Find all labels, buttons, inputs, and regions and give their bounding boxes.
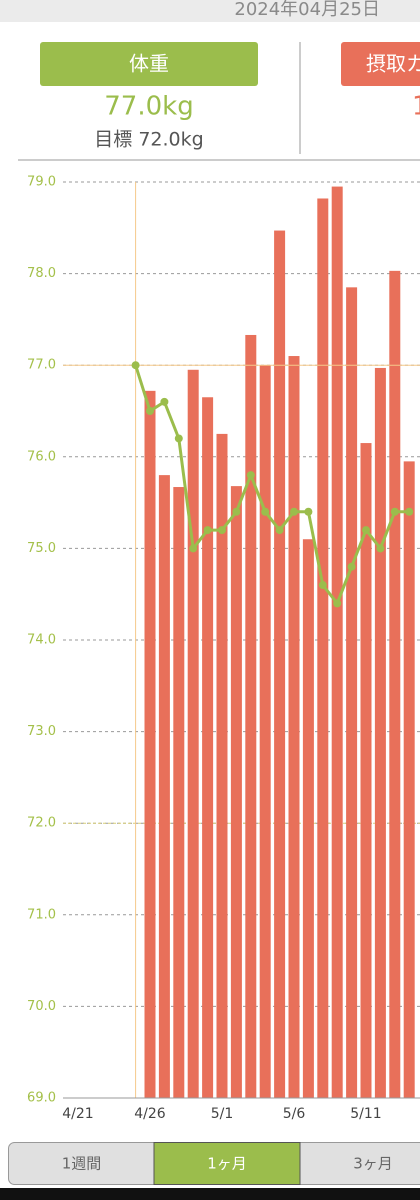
weight-point — [261, 507, 270, 516]
y-tick-label: 78.0 — [27, 266, 56, 281]
weight-point — [189, 544, 198, 553]
y-tick-label: 76.0 — [27, 449, 56, 464]
y-tick-label: 71.0 — [27, 907, 56, 922]
weight-point — [405, 507, 414, 516]
weight-point — [131, 361, 140, 370]
weight-point — [232, 507, 241, 516]
weight-point — [203, 526, 212, 535]
date: 2024年04月25日 — [234, 0, 380, 20]
bar — [173, 487, 185, 1098]
x-tick-label: 4/21 — [62, 1106, 93, 1122]
x-tick-label: 5/6 — [283, 1106, 306, 1122]
bar — [158, 475, 170, 1098]
intake-value: 1 — [412, 92, 420, 122]
weight-point — [390, 507, 399, 516]
bar — [374, 367, 386, 1098]
y-tick-label: 73.0 — [27, 724, 56, 739]
bar — [346, 287, 358, 1099]
weight-point — [246, 471, 255, 480]
weight-point — [218, 526, 226, 535]
weight-point — [376, 544, 385, 553]
top-bar — [0, 0, 420, 22]
bar — [274, 230, 286, 1099]
bar — [360, 443, 372, 1098]
weight-point — [333, 599, 342, 608]
weight-button[interactable] — [40, 42, 258, 86]
intake-button-label[interactable]: 摂取カ — [366, 52, 420, 76]
bar — [317, 198, 329, 1098]
y-tick-label: 72.0 — [27, 816, 56, 831]
y-tick-label: 70.0 — [27, 999, 56, 1014]
bar — [144, 390, 156, 1098]
bar — [202, 397, 214, 1098]
y-tick-label: 77.0 — [27, 358, 56, 373]
y-tick-label: 74.0 — [27, 633, 56, 648]
x-tick-label: 5/11 — [350, 1106, 381, 1122]
bar — [288, 356, 300, 1098]
bar — [403, 461, 415, 1098]
bar — [230, 486, 242, 1098]
weight-point — [318, 581, 327, 590]
tab-selected[interactable] — [153, 1142, 301, 1185]
x-tick-label: 5/1 — [211, 1106, 234, 1122]
y-tick-label: 75.0 — [27, 541, 56, 556]
goal-value: 目標 72.0kg — [94, 129, 203, 151]
tab-label[interactable]: 1ヶ月 — [207, 1155, 247, 1173]
weight-button-label[interactable]: 体重 — [129, 52, 169, 76]
weight-point — [174, 434, 183, 443]
intake-button[interactable] — [341, 42, 420, 86]
weight-point — [160, 397, 169, 406]
y-tick-label: 79.0 — [27, 175, 56, 190]
weight-point — [347, 562, 356, 571]
bar — [302, 539, 314, 1098]
tab-label[interactable]: 3ヶ月 — [353, 1155, 393, 1173]
weight-point — [304, 507, 313, 516]
weight-point — [290, 507, 298, 516]
x-tick-label: 4/26 — [134, 1106, 166, 1122]
nav-bar — [0, 1188, 420, 1200]
tabs: 1週間 1ヶ月 3ヶ月 — [62, 1142, 393, 1185]
bar — [216, 433, 228, 1098]
bar — [259, 365, 271, 1098]
weight-value: 77.0kg — [104, 92, 193, 122]
y-tick-label: 69.0 — [27, 1091, 56, 1106]
weight-point — [146, 407, 154, 415]
weight-line — [134, 364, 410, 607]
chart: 69.0 70.0 71.0 72.0 73.0 74.0 75.0 76.0 77.0 78.0… — [27, 175, 420, 1122]
tab-label[interactable]: 1週間 — [62, 1155, 102, 1173]
weight-point — [275, 526, 284, 535]
bar — [389, 270, 401, 1098]
bar — [331, 186, 343, 1098]
weight-point — [362, 526, 370, 535]
bar — [187, 369, 199, 1098]
bar — [245, 334, 257, 1098]
